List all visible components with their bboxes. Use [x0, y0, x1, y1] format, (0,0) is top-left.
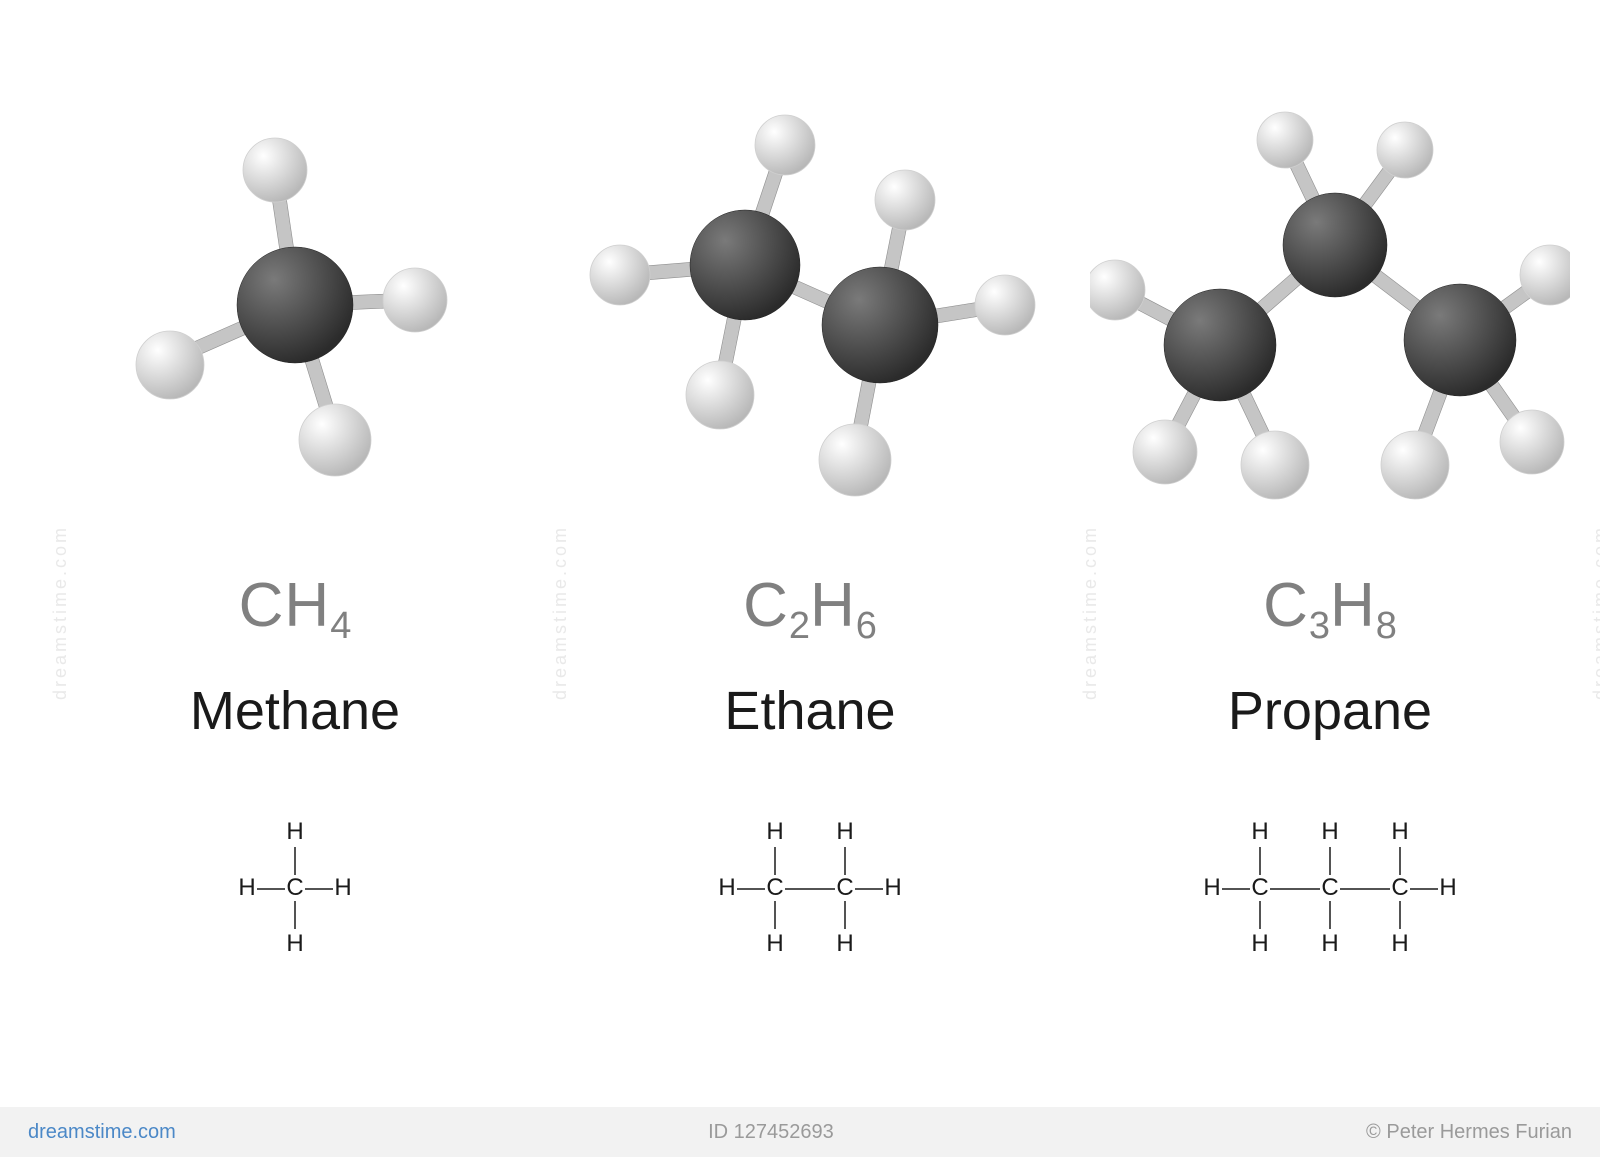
hydrogen-atom: [1377, 122, 1433, 178]
structural-formula: H H C H H: [205, 810, 385, 980]
carbon-atom: [1164, 289, 1276, 401]
structural-atom-label: H: [1391, 930, 1408, 957]
hydrogen-atom: [136, 331, 204, 399]
formula-subscript: 8: [1376, 605, 1397, 647]
structural-atom-label: H: [836, 818, 853, 845]
structural-area: H H C H H C H H: [560, 810, 1060, 980]
molecule-name: Propane: [1090, 680, 1570, 742]
carbon-atom: [237, 247, 353, 363]
molecule-column-methane: CH4MethaneHHCHH: [80, 0, 510, 1157]
molecule-column-ethane: C2H6EthaneHHCHHCHH: [560, 0, 1060, 1157]
structural-atom-label: H: [334, 874, 351, 901]
structural-area: H H C H H: [80, 810, 510, 980]
hydrogen-atom: [875, 170, 935, 230]
hydrogen-atom: [383, 268, 447, 332]
structural-formula: H H C H H C H H: [685, 810, 935, 980]
carbon-atom: [1404, 284, 1516, 396]
ball-stick-model: [560, 90, 1060, 510]
structural-atom-label: C: [836, 874, 853, 901]
hydrogen-atom: [1500, 410, 1564, 474]
structural-atom-label: H: [1321, 930, 1338, 957]
structural-atom-label: C: [1391, 874, 1408, 901]
chemical-formula: C2H6: [560, 570, 1060, 648]
formula-base: H: [810, 571, 856, 640]
hydrogen-atom: [1090, 260, 1145, 320]
structural-area: H H C H H C H H C H H: [1090, 810, 1570, 980]
structural-atom-label: C: [1321, 874, 1338, 901]
footer-author: © Peter Hermes Furian: [1366, 1121, 1572, 1144]
structural-atom-label: H: [1439, 874, 1456, 901]
structural-atom-label: H: [238, 874, 255, 901]
carbon-atom: [822, 267, 938, 383]
ball-stick-model: [80, 90, 510, 510]
structural-atom-label: H: [766, 818, 783, 845]
structural-formula: H H C H H C H H C H H: [1170, 810, 1490, 980]
structural-atom-label: H: [1321, 818, 1338, 845]
watermark-text: dreamstime.com: [50, 525, 71, 700]
hydrogen-atom: [1241, 431, 1309, 499]
structural-atom-label: H: [1251, 930, 1268, 957]
molecule-column-propane: C3H8PropaneHHCHHCHHCHH: [1090, 0, 1570, 1157]
chemical-formula: CH4: [80, 570, 510, 648]
diagram-stage: dreamstime.comdreamstime.comdreamstime.c…: [0, 0, 1600, 1157]
carbon-atom: [1283, 193, 1387, 297]
structural-atom-label: H: [836, 930, 853, 957]
structural-atom-label: H: [286, 818, 303, 845]
watermark-text: dreamstime.com: [1590, 525, 1600, 700]
structural-atom-label: H: [718, 874, 735, 901]
structural-atom-label: H: [884, 874, 901, 901]
hydrogen-atom: [1133, 420, 1197, 484]
structural-atom-label: C: [286, 874, 303, 901]
formula-subscript: 6: [856, 605, 877, 647]
footer-site-link[interactable]: dreamstime.com: [28, 1121, 176, 1144]
formula-base: C: [1263, 571, 1309, 640]
ball-stick-model: [1090, 90, 1570, 510]
footer-image-id: ID 127452693: [708, 1121, 834, 1144]
formula-subscript: 2: [789, 605, 810, 647]
structural-atom-label: C: [766, 874, 783, 901]
formula-subscript: 3: [1309, 605, 1330, 647]
hydrogen-atom: [1257, 112, 1313, 168]
carbon-atom: [690, 210, 800, 320]
footer-bar: dreamstime.com ID 127452693 © Peter Herm…: [0, 1107, 1600, 1157]
hydrogen-atom: [975, 275, 1035, 335]
chemical-formula: C3H8: [1090, 570, 1570, 648]
hydrogen-atom: [590, 245, 650, 305]
structural-atom-label: H: [1251, 818, 1268, 845]
structural-atom-label: H: [1203, 874, 1220, 901]
formula-base: C: [743, 571, 789, 640]
hydrogen-atom: [299, 404, 371, 476]
molecule-name: Methane: [80, 680, 510, 742]
hydrogen-atom: [686, 361, 754, 429]
hydrogen-atom: [755, 115, 815, 175]
formula-base: CH: [239, 571, 331, 640]
hydrogen-atom: [243, 138, 307, 202]
molecule-name: Ethane: [560, 680, 1060, 742]
formula-subscript: 4: [330, 605, 351, 647]
structural-atom-label: H: [286, 930, 303, 957]
hydrogen-atom: [819, 424, 891, 496]
formula-base: H: [1330, 571, 1376, 640]
structural-atom-label: H: [766, 930, 783, 957]
structural-atom-label: C: [1251, 874, 1268, 901]
structural-atom-label: H: [1391, 818, 1408, 845]
hydrogen-atom: [1381, 431, 1449, 499]
